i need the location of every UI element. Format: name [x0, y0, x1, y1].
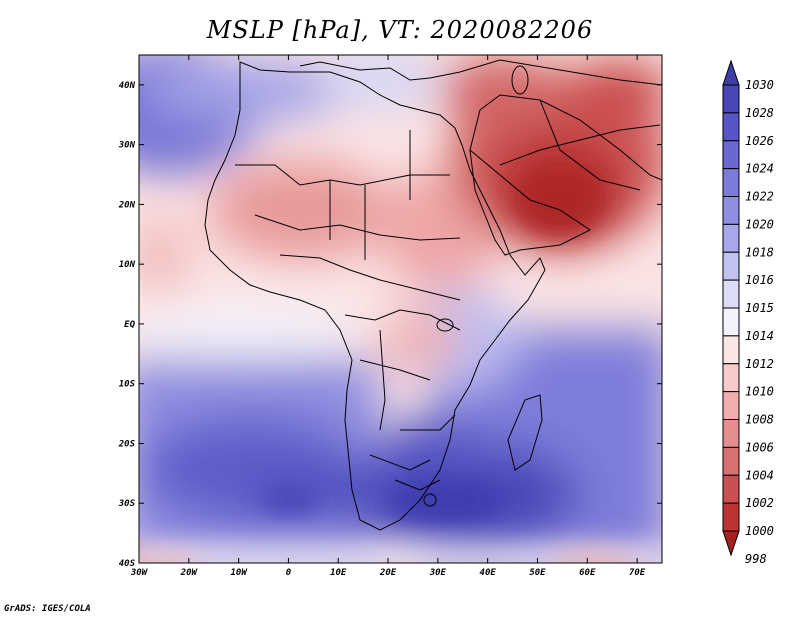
colorbar-swatch — [722, 196, 740, 225]
colorbar-label: 1018 — [745, 245, 774, 259]
lon-tick-label: 20E — [379, 568, 397, 578]
lon-tick-label: 20W — [180, 568, 199, 578]
colorbar-label: 1014 — [745, 329, 774, 343]
colorbar-swatch — [722, 84, 740, 114]
colorbar-label: 998 — [745, 552, 767, 566]
colorbar-label: 1026 — [745, 134, 774, 148]
colorbar-label: 1004 — [745, 468, 774, 482]
colorbar-swatch — [722, 112, 740, 142]
colorbar-swatch — [722, 391, 740, 420]
lat-tick-label: 30N — [118, 141, 136, 151]
colorbar-label: 1016 — [745, 273, 774, 287]
colorbar-swatch — [722, 363, 740, 393]
lon-tick-label: 0 — [286, 568, 292, 578]
colorbar-label: 1000 — [745, 524, 774, 538]
lon-tick-label: 40E — [480, 568, 497, 578]
lat-tick-label: EQ — [124, 320, 135, 330]
lon-tick-label: 60E — [579, 568, 596, 578]
colorbar-label: 1008 — [745, 413, 774, 427]
lon-tick-label: 10W — [230, 568, 248, 578]
lon-tick-label: 30E — [429, 568, 447, 578]
colorbar-swatch — [722, 279, 740, 309]
coastlines — [204, 59, 662, 531]
colorbar-label: 1006 — [745, 440, 774, 454]
longitude-axis: 30W 20W 10W 0 10E 20E 30E 40E 50E 60E 70E — [130, 55, 646, 578]
colorbar-label: 1010 — [745, 385, 774, 399]
lat-tick-label: 40S — [119, 559, 136, 569]
colorbar-swatch — [722, 307, 740, 337]
map-frame — [138, 54, 663, 564]
lat-tick-label: 20S — [118, 439, 136, 449]
colorbar-label: 1002 — [745, 496, 774, 510]
colorbar-label: 1022 — [745, 190, 774, 204]
pressure-field — [139, 55, 662, 563]
colorbar-swatch — [722, 335, 740, 365]
colorbar-swatch — [722, 140, 740, 170]
colorbar-label: 1012 — [745, 357, 774, 371]
colorbar-label: 1020 — [745, 217, 774, 231]
lat-tick-label: 30S — [118, 499, 136, 509]
lon-tick-label: 30W — [130, 568, 149, 578]
lat-tick-label: 10S — [119, 380, 136, 390]
colorbar: 1030 1028 1026 1024 1022 1020 1018 1016 1015 1014… — [722, 59, 774, 566]
lon-tick-label: 50E — [529, 568, 546, 578]
lon-tick-label: 10E — [330, 568, 347, 578]
colorbar-swatch — [722, 223, 740, 253]
colorbar-swatch — [722, 446, 740, 476]
colorbar-label: 1030 — [745, 78, 774, 92]
colorbar-label: 1015 — [745, 301, 774, 315]
lat-tick-label: 20N — [118, 200, 136, 210]
colorbar-arrow-top — [722, 59, 740, 86]
colorbar-swatch — [722, 168, 740, 197]
lat-tick-label: 10N — [119, 260, 136, 270]
grads-credit: GrADS: IGES/COLA — [4, 604, 91, 614]
colorbar-swatch — [722, 419, 740, 448]
colorbar-arrow-bottom — [722, 530, 740, 557]
latitude-axis: 40N 30N 20N 10N EQ 10S 20S 30S 40S — [118, 81, 662, 569]
colorbar-label: 1024 — [745, 162, 774, 176]
lon-tick-label: 70E — [629, 568, 646, 578]
map-title: MSLP [hPa], VT: 2020082206 — [206, 16, 594, 44]
colorbar-swatch — [722, 251, 740, 281]
colorbar-swatch — [722, 502, 740, 532]
lat-tick-label: 40N — [119, 81, 136, 91]
colorbar-label: 1028 — [745, 106, 774, 120]
colorbar-swatch — [722, 474, 740, 504]
